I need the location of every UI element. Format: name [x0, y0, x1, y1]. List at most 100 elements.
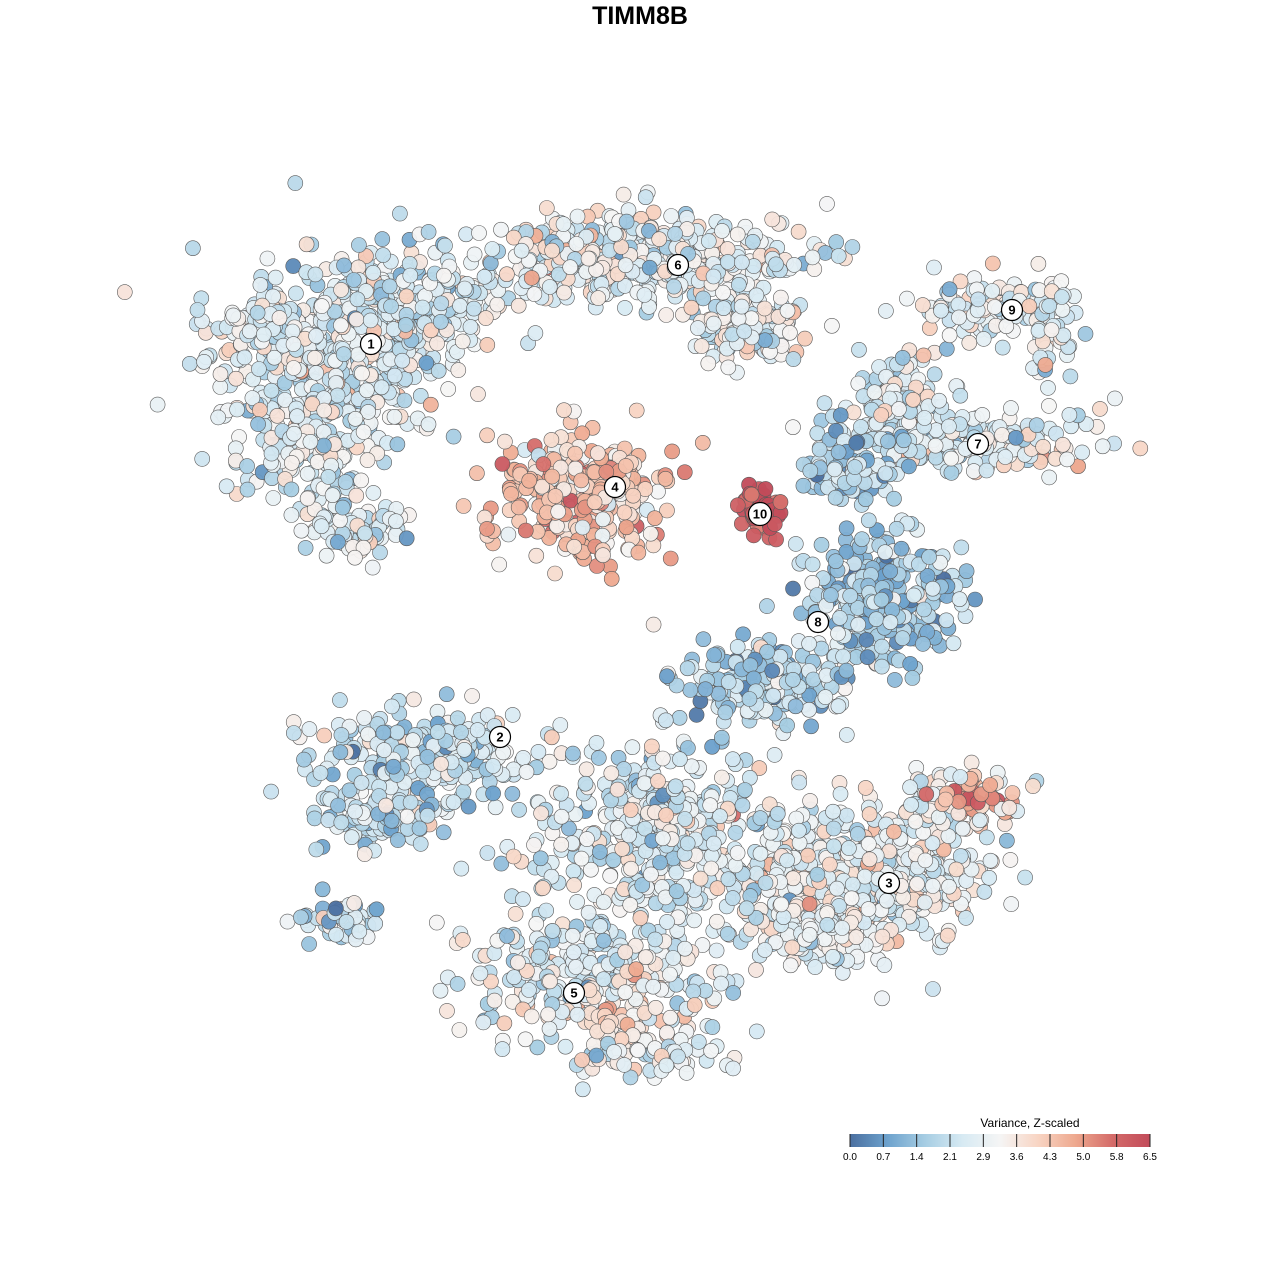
cell-point-cluster-8: [848, 435, 865, 451]
cell-point-cluster-7: [943, 450, 960, 467]
cell-point-cluster-4: [616, 504, 633, 521]
cell-point-cluster-5: [702, 797, 719, 814]
cell-point-cluster-1: [388, 513, 404, 530]
cell-point-cluster-6: [844, 239, 861, 255]
cell-point-cluster-5: [654, 750, 671, 767]
cell-point-cluster-4: [694, 434, 711, 451]
cell-point-cluster-1: [445, 428, 462, 445]
cell-point-cluster-4: [603, 570, 620, 587]
cell-point-cluster-1: [450, 362, 467, 378]
cell-point-cluster-2: [399, 808, 416, 825]
cell-point-cluster-5: [623, 860, 639, 877]
cell-point-cluster-8: [729, 639, 746, 655]
cell-point-cluster-6: [555, 216, 572, 232]
cell-point-cluster-3: [841, 840, 857, 856]
cell-point-cluster-5: [486, 992, 503, 1009]
cell-point-cluster-4: [550, 503, 567, 520]
cell-point-cluster-6: [499, 266, 515, 283]
color-legend: Variance, Z-scaled 0.0 0.7 1.4 2.1 2.9 3.6 4.3…: [843, 1116, 1157, 1163]
cell-point-cluster-5: [574, 1052, 590, 1068]
cell-point-cluster-5: [515, 891, 531, 908]
cell-point-cluster-6: [700, 355, 717, 372]
cell-point-cluster-5: [632, 910, 649, 926]
cell-point-cluster-9: [899, 290, 915, 307]
svg-text:1: 1: [367, 337, 374, 352]
cell-point-cluster-1: [244, 390, 261, 406]
cell-point-cluster-7: [994, 427, 1010, 443]
cell-point-cluster-4: [650, 483, 666, 500]
cell-point-cluster-8: [945, 635, 962, 652]
legend-colorbar: [850, 1134, 1150, 1147]
cell-point-cluster-2: [405, 691, 422, 708]
cell-point-cluster-3: [925, 981, 941, 997]
cell-point-cluster-5: [622, 802, 639, 818]
cell-point-cluster-5: [704, 1019, 721, 1035]
cell-point-cluster-5: [637, 949, 654, 966]
cell-point-cluster-1: [299, 465, 316, 482]
cell-point-cluster-1: [334, 499, 351, 516]
cell-point-cluster-1: [283, 507, 300, 523]
cell-point-cluster-2: [353, 774, 370, 791]
cell-point-cluster-8: [826, 461, 843, 478]
cell-point-cluster-3: [981, 869, 997, 886]
cell-point-cluster-5: [573, 850, 590, 867]
cell-point-cluster-1: [228, 370, 244, 387]
cell-point-cluster-8: [827, 553, 844, 570]
cell-point-cluster-1: [308, 365, 325, 381]
cell-point-cluster-5: [569, 1006, 586, 1023]
cell-point-cluster-8: [720, 674, 737, 690]
cell-point-cluster-5: [690, 1034, 707, 1050]
cell-point-cluster-8: [894, 630, 911, 647]
cell-point-cluster-6: [637, 189, 654, 205]
cell-point-cluster-1: [239, 458, 255, 474]
cell-point-cluster-8: [830, 625, 846, 642]
cell-point-cluster-8: [710, 685, 727, 702]
cell-point-cluster-8: [823, 587, 839, 603]
cell-point-cluster-5: [475, 1014, 492, 1031]
cell-point-cluster-1: [117, 284, 133, 300]
cell-point-cluster-7: [927, 437, 944, 454]
cell-point-cluster-5: [579, 831, 595, 847]
cell-point-cluster-5: [650, 773, 666, 789]
cell-point-cluster-5: [541, 1021, 558, 1037]
cell-point-cluster-3: [874, 928, 891, 945]
cell-point-cluster-3: [821, 856, 838, 873]
cell-point-cluster-3: [930, 809, 947, 826]
cell-point-cluster-2: [343, 829, 360, 846]
cell-point-cluster-5: [647, 999, 664, 1016]
cell-point-cluster-7: [1041, 398, 1057, 414]
cell-point-cluster-5: [624, 739, 641, 756]
cell-point-cluster-5: [825, 820, 842, 837]
cell-point-cluster-5: [662, 1009, 679, 1026]
cell-point-cluster-4: [494, 456, 511, 472]
cell-point-cluster-1: [316, 402, 333, 419]
cell-point-cluster-1: [364, 559, 381, 576]
cell-point-cluster-1: [236, 349, 253, 366]
cell-point-cluster-1: [286, 425, 302, 442]
cell-point-cluster-5: [553, 785, 569, 802]
cell-point-cluster-6: [436, 267, 452, 284]
cell-point-cluster-1: [430, 362, 447, 379]
cell-point-cluster-4: [574, 519, 591, 536]
cell-point-cluster-9: [941, 281, 958, 298]
cell-point-cluster-5: [630, 1042, 646, 1059]
cell-point-cluster-5: [553, 808, 570, 825]
cell-point-cluster-10: [743, 486, 760, 503]
cell-point-cluster-1: [347, 549, 363, 566]
cell-point-cluster-3: [1004, 785, 1021, 801]
cell-point-cluster-1: [462, 319, 479, 335]
cell-point-cluster-8: [811, 441, 828, 458]
cell-point-cluster-5: [592, 918, 609, 935]
cell-point-cluster-7: [845, 404, 862, 421]
cell-point-cluster-6: [562, 259, 579, 276]
cell-point-cluster-8: [832, 407, 849, 424]
cell-point-cluster-6: [381, 278, 398, 295]
cell-point-cluster-8: [697, 681, 714, 698]
legend-title: Variance, Z-scaled: [980, 1116, 1079, 1130]
cell-point-cluster-5: [752, 810, 769, 826]
cell-point-cluster-5: [719, 926, 736, 942]
cell-point-cluster-1: [348, 487, 365, 504]
cell-point-cluster-3: [801, 896, 818, 912]
cell-point-cluster-3: [952, 848, 969, 864]
cell-point-cluster-1: [263, 382, 280, 399]
